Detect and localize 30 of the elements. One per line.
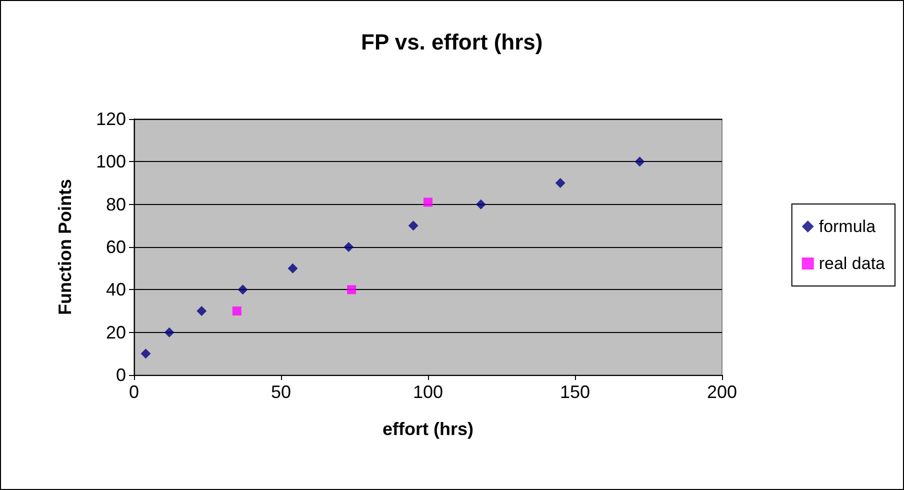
point (196, 306, 207, 316)
x-axis-title: effort (hrs) (382, 419, 474, 439)
point (634, 156, 645, 167)
point (344, 242, 354, 252)
legend-label: formula (818, 217, 876, 236)
y-tick-label: 60 (106, 237, 126, 257)
x-tick-label: 150 (560, 382, 590, 402)
x-tick-label: 200 (706, 382, 738, 402)
y-tick-label: 20 (106, 322, 126, 342)
x-tick-label: 0 (128, 382, 140, 402)
point (424, 198, 432, 207)
point (164, 327, 174, 338)
point (476, 199, 486, 210)
point (555, 178, 566, 188)
point (347, 285, 356, 294)
y-tick-label: 80 (106, 194, 126, 214)
point (140, 348, 151, 359)
point (288, 263, 298, 274)
y-axis-title: Function Points (55, 179, 75, 315)
x-tick-label: 100 (412, 382, 444, 402)
y-tick-label: 100 (96, 152, 126, 172)
x-tick-label: 50 (270, 382, 292, 402)
legend-label: real data (818, 254, 886, 273)
y-tick-label: 120 (96, 109, 126, 129)
y-tick-label: 40 (106, 280, 126, 300)
chart-title: FP vs. effort (hrs) (361, 30, 543, 54)
y-tick-label: 0 (116, 365, 126, 385)
point (408, 220, 418, 231)
point (238, 284, 248, 295)
point (232, 306, 242, 316)
